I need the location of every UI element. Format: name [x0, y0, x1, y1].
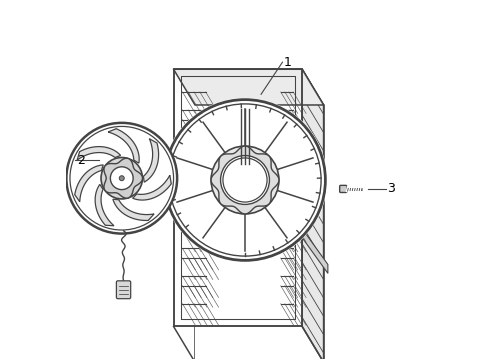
Polygon shape [77, 147, 121, 160]
Polygon shape [211, 146, 279, 214]
Circle shape [223, 158, 267, 202]
Circle shape [119, 176, 124, 181]
FancyBboxPatch shape [117, 281, 131, 299]
Circle shape [165, 100, 325, 260]
Polygon shape [108, 129, 139, 163]
FancyBboxPatch shape [340, 185, 347, 193]
Polygon shape [113, 199, 154, 220]
Polygon shape [144, 139, 159, 182]
Polygon shape [173, 69, 323, 105]
Polygon shape [133, 175, 172, 200]
Polygon shape [302, 229, 328, 273]
Polygon shape [104, 158, 143, 198]
Circle shape [66, 123, 177, 234]
Polygon shape [195, 105, 323, 360]
Polygon shape [173, 69, 302, 327]
Circle shape [211, 146, 279, 214]
Polygon shape [302, 69, 323, 360]
Text: 3: 3 [388, 183, 395, 195]
Polygon shape [95, 184, 114, 226]
Text: 2: 2 [77, 154, 85, 167]
Circle shape [163, 98, 327, 262]
Polygon shape [74, 165, 103, 202]
Circle shape [101, 157, 143, 199]
Text: 1: 1 [284, 55, 292, 69]
Circle shape [110, 167, 133, 190]
Circle shape [220, 156, 270, 204]
